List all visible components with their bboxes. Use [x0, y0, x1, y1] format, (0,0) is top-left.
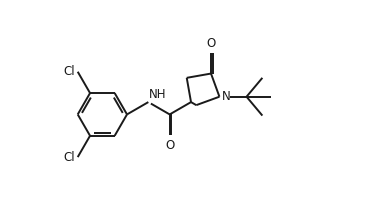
Text: O: O — [206, 37, 216, 50]
Text: NH: NH — [149, 88, 167, 101]
Text: O: O — [165, 139, 174, 152]
Text: Cl: Cl — [63, 151, 75, 164]
Text: Cl: Cl — [63, 65, 75, 78]
Text: N: N — [222, 90, 230, 103]
